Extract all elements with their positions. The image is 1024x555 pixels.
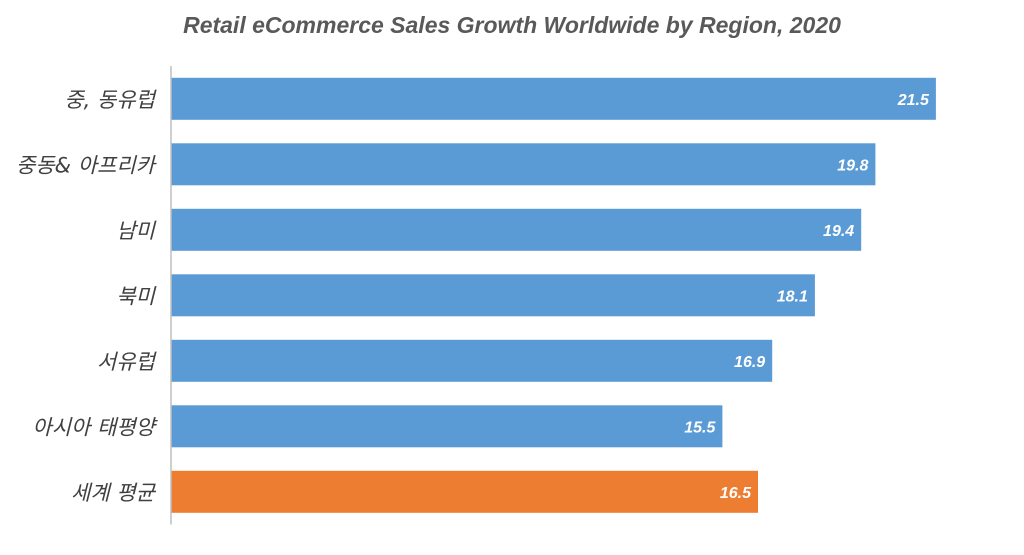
category-label: 세계 평균 — [71, 481, 157, 505]
data-label: 15.5 — [684, 419, 716, 436]
data-label: 19.8 — [837, 157, 868, 174]
bar — [171, 143, 876, 186]
data-label: 16.5 — [720, 485, 752, 502]
bar — [171, 77, 936, 120]
category-label: 중동& 아프리카 — [16, 153, 158, 177]
chart-title: Retail eCommerce Sales Growth Worldwide … — [183, 12, 841, 38]
bar — [171, 208, 862, 251]
bar — [171, 405, 723, 448]
category-label: 남미 — [116, 219, 156, 243]
bar — [171, 470, 758, 513]
category-label: 북미 — [116, 284, 156, 308]
bar — [171, 339, 773, 382]
bar — [171, 274, 815, 317]
data-label: 16.9 — [734, 354, 765, 371]
data-label: 19.4 — [823, 223, 854, 240]
category-label: 아시아 태평양 — [32, 415, 158, 439]
data-label: 18.1 — [777, 288, 808, 305]
data-label: 21.5 — [897, 92, 930, 109]
category-label: 중, 동유럽 — [64, 88, 157, 112]
category-label: 서유럽 — [97, 350, 158, 374]
